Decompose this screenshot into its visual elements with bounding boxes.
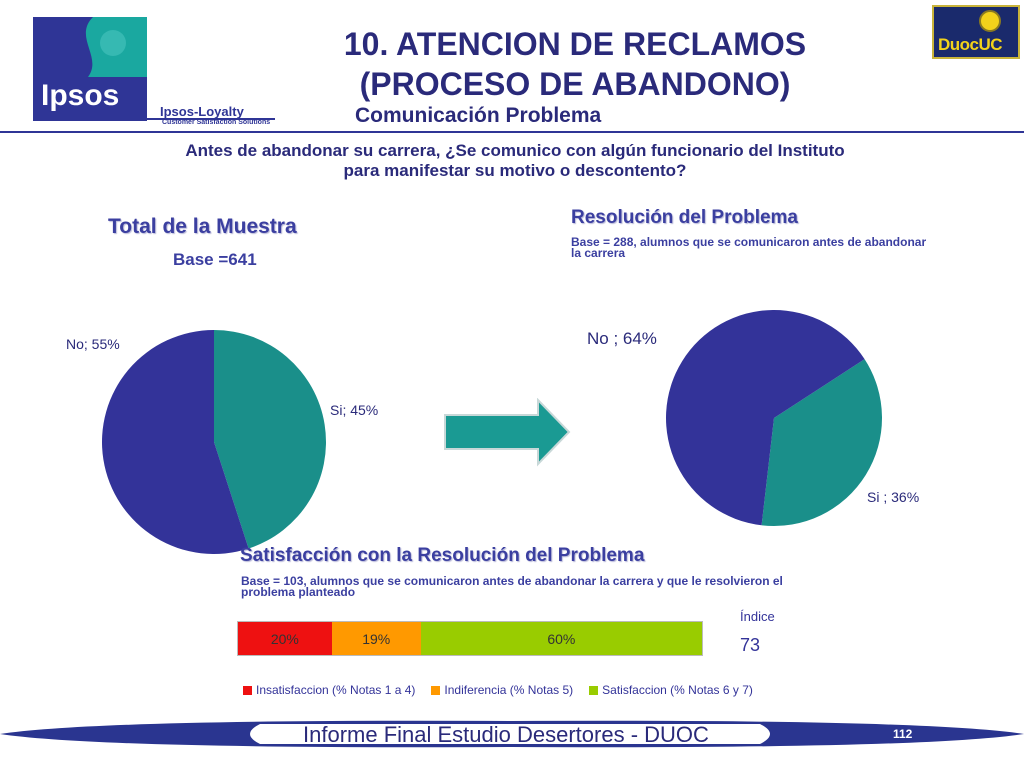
page-subtitle: Comunicación Problema (355, 104, 602, 127)
pie-right-si-label: Si ; 36% (867, 489, 920, 505)
duoc-logo: DuocUC (932, 5, 1020, 59)
pie-total-sample (102, 330, 327, 554)
satisfaction-stacked-bar: 20% 19% 60% (237, 621, 703, 656)
loyalty-divider (147, 118, 275, 120)
ipsos-logo: Ipsos (33, 17, 147, 121)
ipsos-wordmark: Ipsos (41, 79, 120, 112)
ipsos-loyalty-label: Ipsos-Loyalty (160, 104, 244, 119)
footer-bar (0, 720, 1024, 748)
left-chart-title: Total de la Muestra (108, 215, 297, 238)
stack-segment: 20% (238, 622, 332, 655)
duoc-seal-icon (979, 10, 1001, 32)
pie-slice-si (214, 330, 327, 549)
satisfaction-title: Satisfacción con la Resolución del Probl… (240, 545, 645, 566)
stack-segment: 60% (420, 622, 702, 655)
legend-item: Satisfaccion (% Notas 6 y 7) (589, 683, 753, 697)
indice-label: Índice (740, 609, 775, 624)
header-divider (0, 131, 1024, 133)
pie-slice-no (102, 330, 249, 554)
question-line-2: para manifestar su motivo o descontento? (343, 161, 687, 180)
legend-swatch (589, 685, 599, 695)
legend-swatch (431, 685, 441, 695)
survey-question: Antes de abandonar su carrera, ¿Se comun… (100, 141, 930, 181)
right-arrow-icon (444, 398, 571, 467)
title-line-2: (PROCESO DE ABANDONO) (359, 66, 791, 102)
title-line-1: 10. ATENCION DE RECLAMOS (343, 26, 807, 62)
footer-text: Informe Final Estudio Desertores - DUOC (303, 722, 709, 747)
legend-label: Satisfaccion (% Notas 6 y 7) (602, 683, 753, 697)
page-number: 112 (893, 727, 913, 741)
right-chart-title: Resolución del Problema (571, 207, 798, 228)
ipsos-loyalty-tagline: Customer Satisfaction Solutions (162, 119, 271, 126)
left-chart-base: Base =641 (173, 250, 257, 269)
pie-slice-no (666, 310, 865, 526)
question-line-1: Antes de abandonar su carrera, ¿Se comun… (185, 141, 845, 160)
legend-swatch (243, 685, 252, 695)
pie-left-si-label: Si; 45% (330, 402, 379, 418)
page-title: 10. ATENCION DE RECLAMOS (PROCESO DE ABA… (290, 24, 860, 104)
indice-value: 73 (740, 635, 761, 655)
legend-item: Indiferencia (% Notas 5) (431, 683, 573, 697)
satisfaction-base: Base = 103, alumnos que se comunicaron a… (241, 574, 783, 599)
legend-label: Insatisfaccion (% Notas 1 a 4) (256, 683, 416, 697)
duoc-wordmark: DuocUC (938, 35, 1003, 54)
pie-right-no-label: No ; 64% (587, 329, 657, 348)
pie-resolution (666, 310, 882, 526)
ipsos-wave-icon (85, 17, 147, 77)
pie-slice-si (761, 359, 882, 526)
satisfaction-legend: Insatisfaccion (% Notas 1 a 4) Indiferenc… (243, 683, 753, 697)
right-chart-base: Base = 288, alumnos que se comunicaron a… (571, 235, 927, 260)
legend-label: Indiferencia (% Notas 5) (444, 683, 574, 697)
pie-left-no-label: No; 55% (66, 336, 120, 352)
stack-segment: 19% (331, 622, 421, 655)
legend-item: Insatisfaccion (% Notas 1 a 4) (243, 683, 415, 697)
